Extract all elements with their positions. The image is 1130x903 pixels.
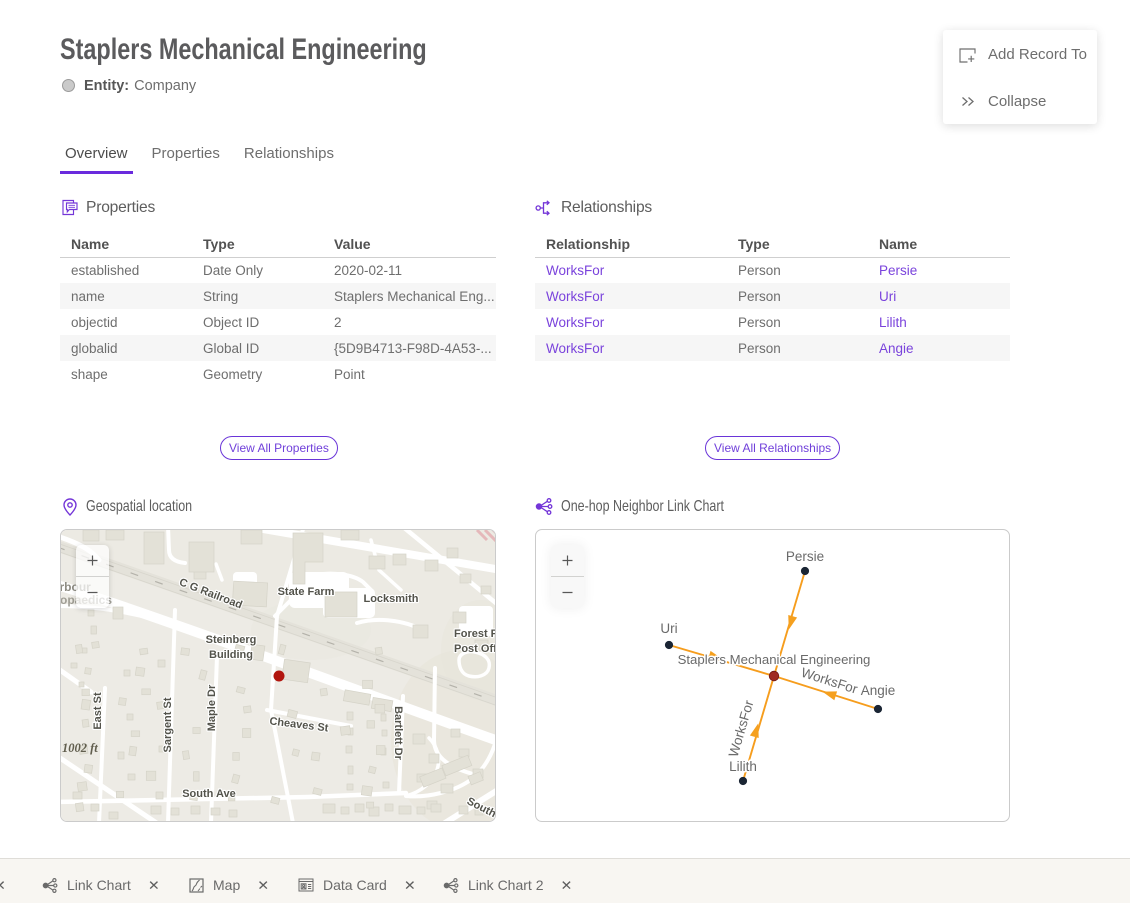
svg-text:1002 ft: 1002 ft (62, 741, 98, 755)
svg-text:State Farm: State Farm (278, 586, 335, 598)
svg-text:Steinberg: Steinberg (206, 634, 257, 646)
svg-text:Persie: Persie (786, 549, 824, 564)
svg-text:Uri: Uri (660, 621, 677, 636)
svg-text:Building: Building (209, 649, 253, 661)
svg-text:Post Office: Post Office (454, 643, 496, 655)
svg-text:Maple Dr: Maple Dr (206, 684, 218, 731)
svg-text:East St: East St (92, 692, 104, 730)
svg-text:Forest Par: Forest Par (454, 628, 496, 640)
svg-text:Bartlett Dr: Bartlett Dr (392, 706, 404, 761)
svg-text:Sargent St: Sargent St (162, 697, 174, 752)
svg-text:Lilith: Lilith (729, 759, 757, 774)
svg-text:South Ave: South Ave (182, 788, 236, 800)
svg-text:Angie: Angie (861, 683, 896, 698)
svg-text:Staplers Mechanical Engineerin: Staplers Mechanical Engineering (678, 652, 871, 667)
svg-text:Locksmith: Locksmith (363, 593, 418, 605)
